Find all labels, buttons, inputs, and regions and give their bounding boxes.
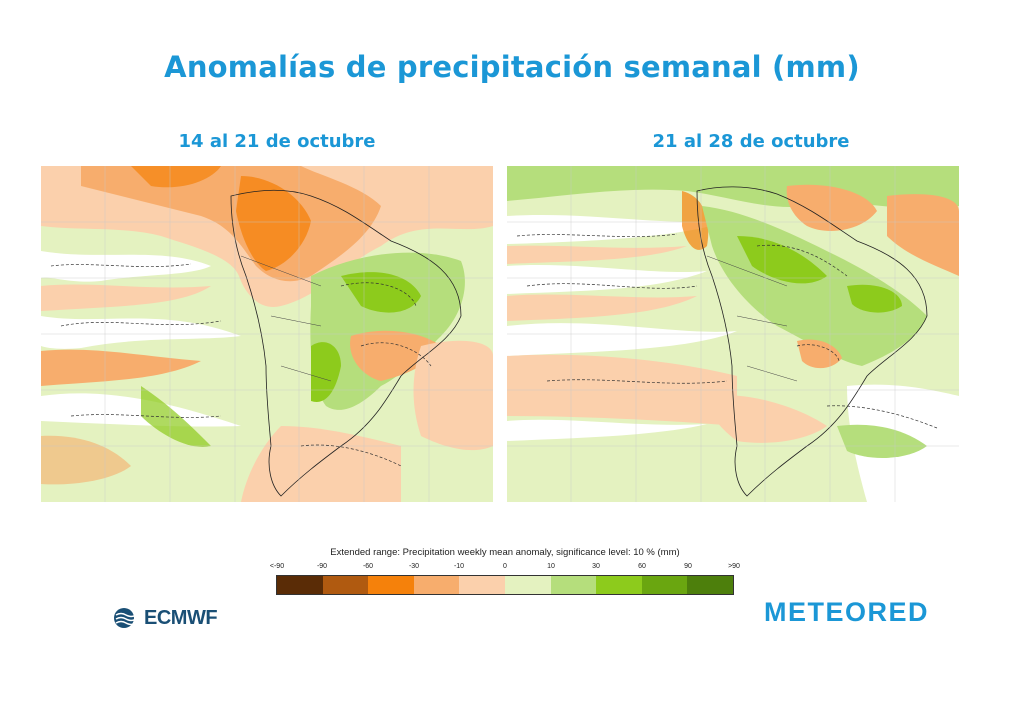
anomaly-map-week-2 bbox=[507, 166, 959, 502]
legend-tick: <-90 bbox=[269, 563, 285, 570]
legend-colorbar bbox=[276, 575, 734, 595]
meteored-logo: METEORED bbox=[764, 597, 930, 627]
legend-tick: 90 bbox=[684, 563, 692, 570]
panel-left-label: 14 al 21 de octubre bbox=[178, 131, 376, 152]
legend-swatch bbox=[550, 576, 597, 594]
legend-swatch bbox=[277, 576, 323, 594]
ecmwf-logo-text: ECMWF bbox=[144, 606, 218, 629]
anomaly-map-week-1 bbox=[41, 166, 493, 502]
map-panel-week-2 bbox=[507, 166, 959, 502]
legend-swatch bbox=[413, 576, 460, 594]
ecmwf-logo: ECMWF bbox=[113, 604, 218, 632]
legend-ticks: <-90 -90 -60 -30 -10 0 10 30 60 90 >90 bbox=[0, 563, 1024, 575]
legend-swatch bbox=[504, 576, 551, 594]
legend-tick: -10 bbox=[453, 563, 465, 570]
ecmwf-emblem-icon bbox=[114, 608, 137, 628]
legend-swatch bbox=[596, 576, 642, 594]
legend-tick: -30 bbox=[408, 563, 420, 570]
legend-tick: 0 bbox=[503, 563, 507, 570]
legend-tick: 30 bbox=[592, 563, 600, 570]
legend-swatch bbox=[368, 576, 414, 594]
legend-tick: 60 bbox=[638, 563, 646, 570]
legend-tick: -90 bbox=[316, 563, 328, 570]
panel-right-label: 21 al 28 de octubre bbox=[652, 131, 850, 152]
legend-title: Extended range: Precipitation weekly mea… bbox=[330, 547, 680, 558]
legend-swatch bbox=[641, 576, 688, 594]
legend-tick: >90 bbox=[728, 563, 740, 570]
legend-swatch bbox=[322, 576, 369, 594]
map-panel-week-1 bbox=[41, 166, 493, 502]
legend-tick: -60 bbox=[362, 563, 374, 570]
legend-swatch bbox=[687, 576, 733, 594]
page-title: Anomalías de precipitación semanal (mm) bbox=[164, 50, 860, 84]
legend-swatch bbox=[459, 576, 505, 594]
legend-tick: 10 bbox=[547, 563, 555, 570]
